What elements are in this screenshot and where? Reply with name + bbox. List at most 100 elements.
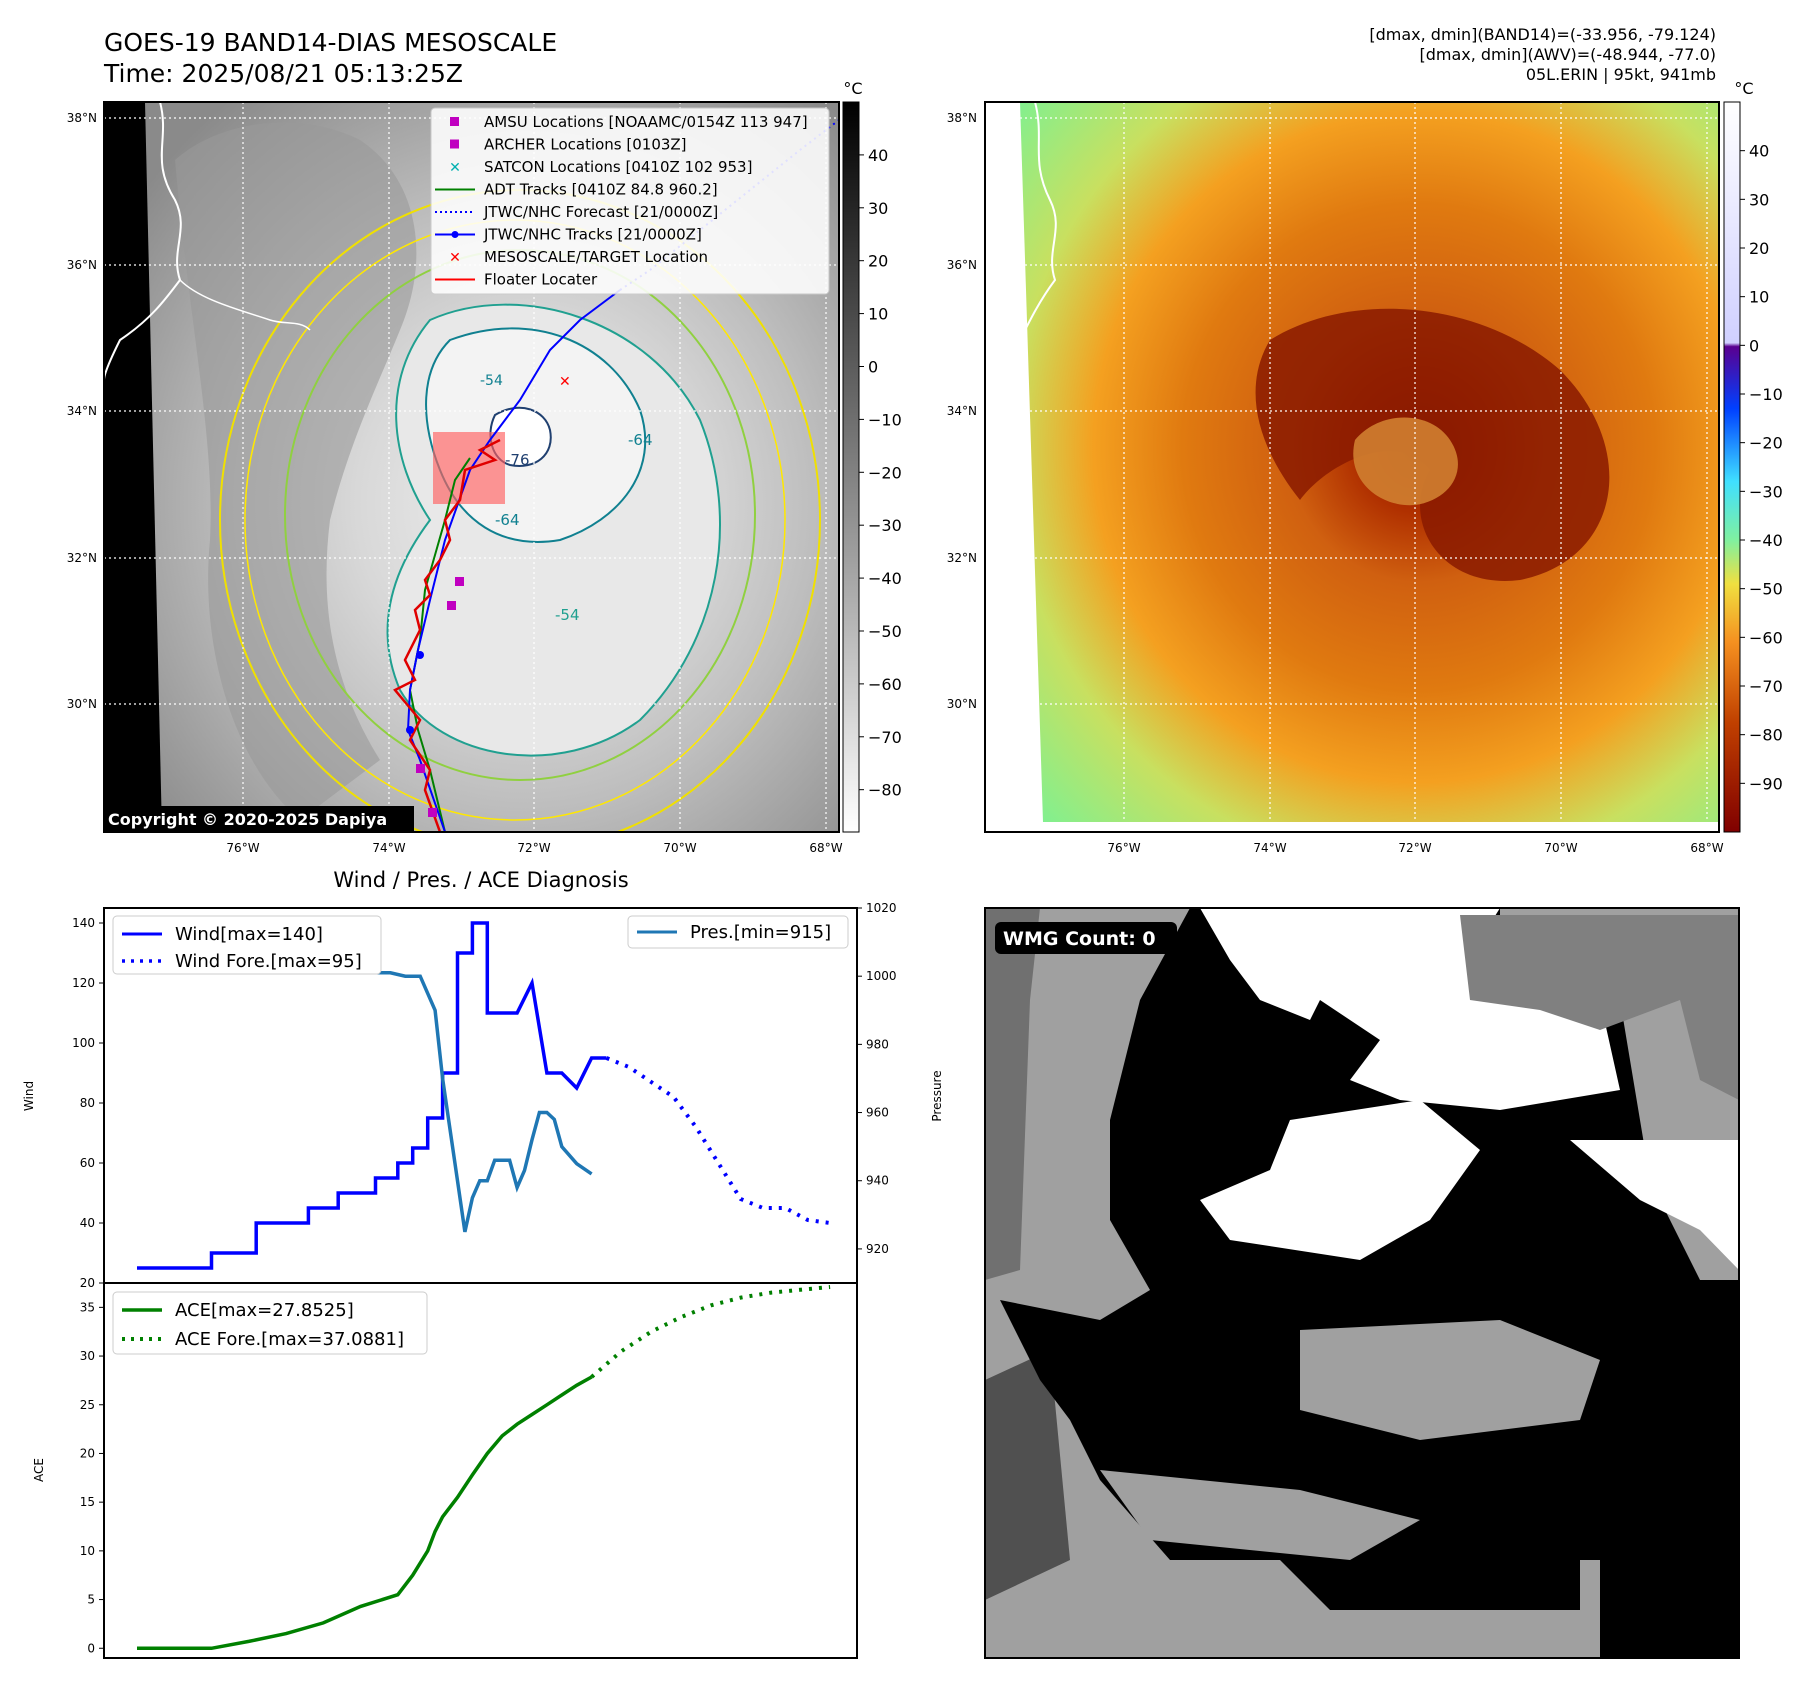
y2-tick-label: 980 bbox=[866, 1037, 889, 1051]
series-line bbox=[605, 1056, 831, 1225]
lat-label: 34°N bbox=[947, 404, 977, 418]
lon-label: 74°W bbox=[372, 841, 405, 855]
y-tick-label: 120 bbox=[72, 976, 95, 990]
lat-label: 36°N bbox=[947, 258, 977, 272]
legend-ace-forecast: ACE Fore.[max=37.0881] bbox=[175, 1329, 404, 1350]
legend-label: Floater Locater bbox=[484, 271, 598, 289]
lat-label: 34°N bbox=[67, 404, 97, 418]
stats-awv: [dmax, dmin](AWV)=(-48.944, -77.0) bbox=[1419, 45, 1716, 64]
lon-label: 70°W bbox=[663, 841, 696, 855]
colorbar-tick-label: −10 bbox=[1749, 385, 1783, 404]
chart-time: Time: 2025/08/21 05:13:25Z bbox=[103, 59, 463, 88]
y-tick-label: 20 bbox=[80, 1276, 95, 1290]
ace-plot: 35 30 25 20 15 10 5 0 bbox=[80, 1285, 831, 1655]
lat-label: 38°N bbox=[947, 111, 977, 125]
legend-label: JTWC/NHC Forecast [21/0000Z] bbox=[483, 203, 718, 221]
legend-symbol: ✕ bbox=[449, 250, 461, 266]
lon-label: 76°W bbox=[226, 841, 259, 855]
lon-label: 76°W bbox=[1107, 841, 1140, 855]
floater-track bbox=[393, 438, 501, 832]
wind-plot: 140 120 100 80 60 40 20 1020 1000 980 960 940 920 bbox=[72, 901, 896, 1290]
colorbar-tick-label: 10 bbox=[1749, 288, 1769, 307]
wmg-panel: WMG Count: 0 bbox=[984, 907, 1740, 1659]
ace-legend: ACE[max=27.8525] ACE Fore.[max=37.0881] bbox=[112, 1291, 428, 1355]
y-tick-label: 80 bbox=[80, 1096, 95, 1110]
colorbar-tick-label: 0 bbox=[1749, 336, 1759, 355]
chart-title: GOES-19 BAND14-DIAS MESOSCALE bbox=[104, 28, 557, 57]
colorbar-gray-unit: °C bbox=[843, 79, 862, 98]
lon-label: 72°W bbox=[517, 841, 550, 855]
map-panel-color bbox=[985, 102, 1719, 832]
y-tick-label: 35 bbox=[80, 1300, 95, 1314]
legend-symbol bbox=[450, 139, 459, 149]
colorbar-tick-label: −20 bbox=[868, 463, 902, 482]
map-frame-gray bbox=[103, 101, 840, 833]
map-frame-color bbox=[984, 101, 1720, 833]
lat-label: 32°N bbox=[67, 551, 97, 565]
ace-axis-label: ACE bbox=[32, 1458, 46, 1482]
legend-wind: Wind[max=140] bbox=[175, 924, 323, 945]
legend-ace: ACE[max=27.8525] bbox=[175, 1300, 354, 1321]
colorbar-tick-label: 30 bbox=[868, 199, 888, 218]
copyright-text: Copyright © 2020-2025 Dapiya bbox=[108, 810, 387, 829]
lon-label: 68°W bbox=[809, 841, 842, 855]
colorbar-tick-label: −90 bbox=[1749, 774, 1783, 793]
y-tick-label: 60 bbox=[80, 1156, 95, 1170]
colorbar-tick-label: −60 bbox=[868, 675, 902, 694]
contour-label: -64 bbox=[628, 431, 653, 449]
y-tick-label: 10 bbox=[80, 1544, 95, 1558]
adt-track bbox=[408, 457, 471, 832]
y2-tick-label: 940 bbox=[866, 1174, 889, 1188]
y-tick-label: 140 bbox=[72, 916, 95, 930]
map-gridlines bbox=[985, 102, 1719, 832]
colorbar-tick-label: 20 bbox=[868, 252, 888, 271]
colorbar-tick-label: −60 bbox=[1749, 628, 1783, 647]
contour-label: -54 bbox=[480, 373, 503, 389]
wind-axis-label: Wind bbox=[22, 1081, 36, 1111]
legend-symbol: ✕ bbox=[449, 160, 461, 176]
map1-axis-labels: 38°N 36°N 34°N 32°N 30°N 76°W 74°W 72°W 70°W 68°W bbox=[67, 111, 843, 855]
coastline-shelf bbox=[179, 279, 311, 331]
amsu-markers bbox=[416, 577, 464, 817]
colorbar-tick-label: −20 bbox=[1749, 434, 1783, 453]
legend-label: MESOSCALE/TARGET Location bbox=[484, 248, 708, 266]
legend-symbol bbox=[450, 117, 459, 126]
cloud-band-west bbox=[175, 122, 417, 821]
wmg-count: WMG Count: 0 bbox=[1003, 928, 1156, 950]
colorbar-tick-label: 40 bbox=[868, 146, 888, 165]
y-tick-label: 20 bbox=[80, 1446, 95, 1460]
colorbar-color: °C 40 30 20 10 0 −10 −20 −30 −40 −50 −60 −70 −80 −90 bbox=[1723, 79, 1783, 833]
y2-tick-label: 1020 bbox=[866, 901, 897, 915]
y-tick-label: 0 bbox=[87, 1641, 95, 1655]
y-tick-label: 5 bbox=[87, 1593, 95, 1607]
stats-band14: [dmax, dmin](BAND14)=(-33.956, -79.124) bbox=[1369, 25, 1716, 44]
colorbar-tick-label: −50 bbox=[1749, 580, 1783, 599]
coastline bbox=[1019, 102, 1057, 341]
map2-axis-labels: 38°N 36°N 34°N 32°N 30°N 76°W 74°W 72°W 70°W 68°W bbox=[947, 111, 1724, 855]
y2-tick-label: 1000 bbox=[866, 969, 897, 983]
colorbar-tick-label: −70 bbox=[868, 728, 902, 747]
lat-label: 30°N bbox=[947, 697, 977, 711]
colorbar-tick-label: 0 bbox=[868, 357, 878, 376]
series-line bbox=[137, 1375, 593, 1651]
lat-label: 36°N bbox=[67, 258, 97, 272]
map-legend: AMSU Locations [NOAAMC/0154Z 113 947] ARC… bbox=[430, 107, 830, 295]
track-point bbox=[406, 726, 414, 734]
pressure-axis-label: Pressure bbox=[930, 1070, 944, 1121]
y-tick-label: 40 bbox=[80, 1216, 95, 1230]
y-tick-label: 30 bbox=[80, 1349, 95, 1363]
legend-symbol bbox=[451, 231, 459, 238]
track-point bbox=[416, 651, 424, 659]
wind-legend-left: Wind[max=140] Wind Fore.[max=95] bbox=[112, 915, 382, 975]
colorbar-tick-label: −80 bbox=[1749, 726, 1783, 745]
contour-label: -64 bbox=[495, 511, 520, 529]
y-tick-label: 25 bbox=[80, 1398, 95, 1412]
colorbar-tick-label: −50 bbox=[868, 622, 902, 641]
legend-label: ADT Tracks [0410Z 84.8 960.2] bbox=[484, 181, 718, 199]
colorbar-tick-label: −80 bbox=[868, 781, 902, 800]
colorbar-tick-label: 20 bbox=[1749, 239, 1769, 258]
colorbar-tick-label: 40 bbox=[1749, 142, 1769, 161]
target-marker: ✕ bbox=[559, 374, 571, 390]
legend-label: JTWC/NHC Tracks [21/0000Z] bbox=[483, 226, 702, 244]
